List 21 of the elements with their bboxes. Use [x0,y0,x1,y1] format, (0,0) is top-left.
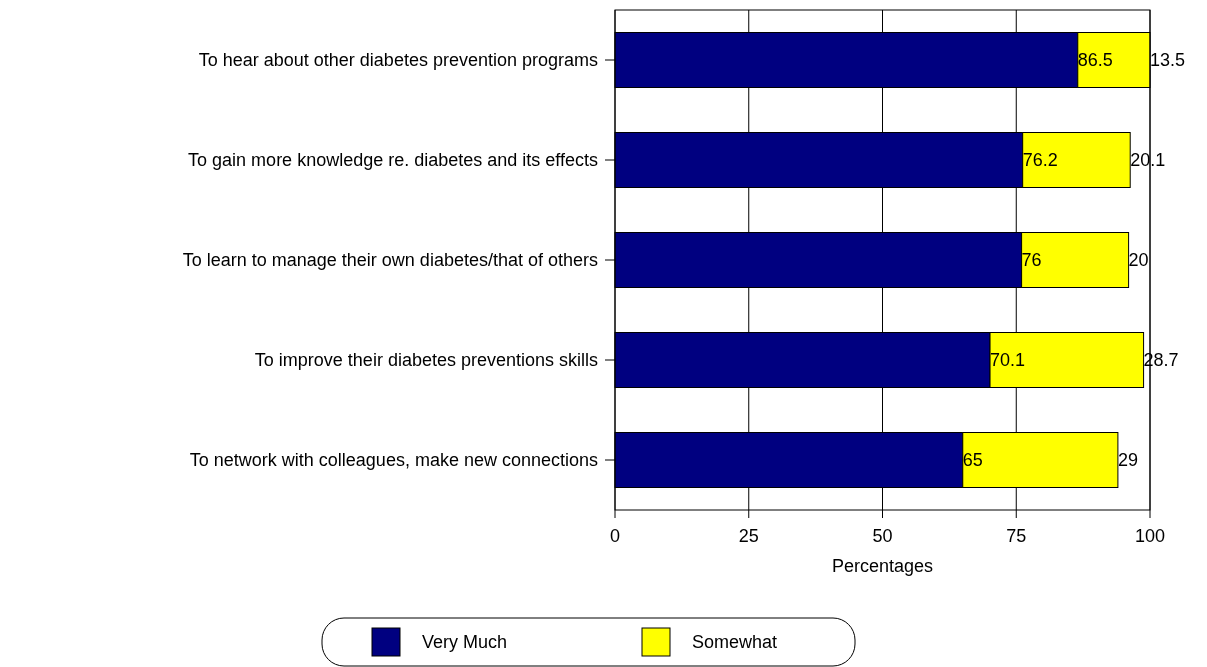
y-tick-label: To improve their diabetes preventions skills [254,350,598,371]
data-label: 70.1 [990,350,1026,371]
data-label: 20 [1128,250,1149,271]
x-tick-label: 0 [609,526,621,546]
legend-label: Somewhat [692,632,778,653]
data-label: 65 [962,450,983,471]
data-label: 76.2 [1022,150,1058,171]
data-label: 76 [1021,250,1042,271]
data-label: 86.5 [1077,50,1113,71]
x-tick-label: 50 [872,526,893,546]
y-tick-label: To network with colleagues, make new connections [189,450,598,471]
data-label: 13.5 [1150,50,1186,71]
x-tick-label: 25 [738,526,759,546]
y-tick-label: To gain more knowledge re. diabetes and its effects [188,150,598,171]
x-axis-title: Percentages [831,556,934,576]
x-tick-label: 100 [1134,526,1166,546]
legend-label: Very Much [422,632,508,653]
x-tick-label: 75 [1006,526,1027,546]
y-tick-label: To hear about other diabetes prevention programs [198,50,598,71]
data-label: 29 [1117,450,1138,471]
y-tick-label: To learn to manage their own diabetes/that of others [182,250,598,271]
